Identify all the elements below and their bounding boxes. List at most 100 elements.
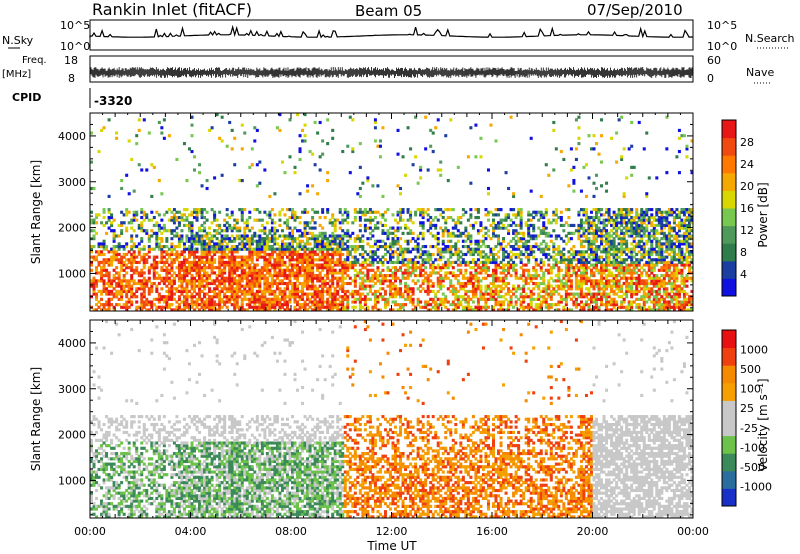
echo-cell — [363, 300, 367, 304]
echo-cell — [534, 284, 538, 288]
echo-cell — [361, 287, 365, 291]
echo-cell — [426, 300, 430, 304]
echo-cell — [572, 300, 576, 304]
echo-cell — [306, 292, 310, 296]
echo-cell — [371, 279, 375, 283]
echo-cell — [115, 136, 119, 140]
echo-cell — [346, 289, 350, 294]
echo-cell — [235, 289, 239, 294]
echo-cell — [145, 308, 149, 311]
echo-cell — [195, 234, 199, 238]
echo-cell — [552, 168, 556, 172]
echo-cell — [198, 226, 202, 230]
echo-cell — [466, 218, 470, 222]
echo-cell — [444, 250, 448, 254]
echo-cell — [313, 300, 317, 304]
echo-cell — [280, 239, 284, 243]
echo-cell — [213, 292, 217, 296]
echo-cell — [514, 268, 518, 272]
echo-cell — [441, 303, 445, 307]
echo-cell — [268, 284, 272, 288]
echo-cell — [489, 287, 493, 291]
echo-cell — [353, 250, 357, 254]
echo-cell — [549, 305, 553, 309]
echo-cell — [449, 215, 453, 220]
echo-cell — [376, 255, 380, 259]
echo-cell — [547, 279, 551, 283]
echo-cell — [539, 281, 543, 286]
echo-cell — [135, 142, 139, 146]
echo-cell — [240, 263, 244, 267]
echo-cell — [476, 287, 480, 291]
echo-cell — [391, 287, 395, 291]
echo-cell — [313, 287, 317, 291]
echo-cell — [474, 123, 478, 127]
echo-cell — [100, 297, 104, 301]
echo-cell — [140, 297, 144, 301]
echo-cell — [419, 252, 423, 257]
echo-cell — [532, 234, 536, 238]
echo-cell — [439, 258, 443, 262]
echo-cell — [177, 271, 181, 275]
echo-cell — [466, 263, 470, 267]
echo-cell — [492, 255, 495, 259]
echo-cell — [476, 250, 480, 254]
echo-cell — [218, 281, 222, 286]
echo-cell — [554, 308, 558, 311]
echo-cell — [326, 118, 330, 122]
echo-cell — [524, 250, 528, 254]
echo-cell — [203, 234, 207, 238]
echo-cell — [411, 163, 415, 167]
echo-cell — [170, 274, 174, 278]
echo-cell — [245, 289, 249, 294]
echo-cell — [105, 231, 109, 235]
echo-cell — [245, 234, 249, 238]
echo-cell — [522, 308, 526, 311]
echo-cell — [220, 300, 224, 304]
echo-cell — [343, 247, 347, 251]
echo-cell — [328, 266, 332, 270]
echo-cell — [519, 208, 523, 212]
echo-cell — [220, 255, 224, 259]
echo-cell — [291, 258, 294, 262]
echo-cell — [205, 274, 209, 278]
echo-cell — [228, 281, 232, 286]
echo-cell — [316, 266, 320, 270]
echo-cell — [225, 297, 229, 301]
echo-cell — [474, 263, 478, 267]
echo-cell — [162, 255, 166, 259]
echo-cell — [464, 229, 468, 233]
echo-cell — [363, 258, 367, 262]
echo-cell — [336, 297, 340, 301]
echo-cell — [280, 303, 284, 307]
echo-cell — [436, 303, 440, 307]
echo-cell — [270, 237, 274, 241]
echo-cell — [275, 260, 279, 264]
echo-cell — [90, 255, 93, 259]
echo-cell — [240, 147, 244, 151]
echo-cell — [479, 268, 483, 272]
echo-cell — [200, 255, 204, 259]
echo-cell — [203, 226, 207, 230]
echo-cell — [275, 295, 279, 299]
echo-cell — [258, 276, 262, 280]
echo-cell — [544, 305, 548, 309]
echo-cell — [431, 284, 435, 288]
echo-cell — [205, 260, 209, 264]
echo-cell — [399, 186, 403, 191]
echo-cell — [328, 308, 332, 311]
echo-cell — [497, 237, 501, 241]
echo-cell — [250, 163, 254, 167]
echo-cell — [424, 252, 428, 257]
echo-cell — [298, 239, 302, 243]
echo-cell — [376, 210, 380, 214]
echo-cell — [429, 215, 433, 220]
echo-cell — [333, 297, 337, 301]
echo-cell — [135, 281, 139, 286]
echo-cell — [258, 255, 262, 259]
echo-cell — [361, 271, 365, 275]
echo-cell — [100, 274, 104, 278]
echo-cell — [170, 210, 174, 214]
echo-cell — [193, 168, 197, 172]
echo-cell — [426, 260, 430, 264]
